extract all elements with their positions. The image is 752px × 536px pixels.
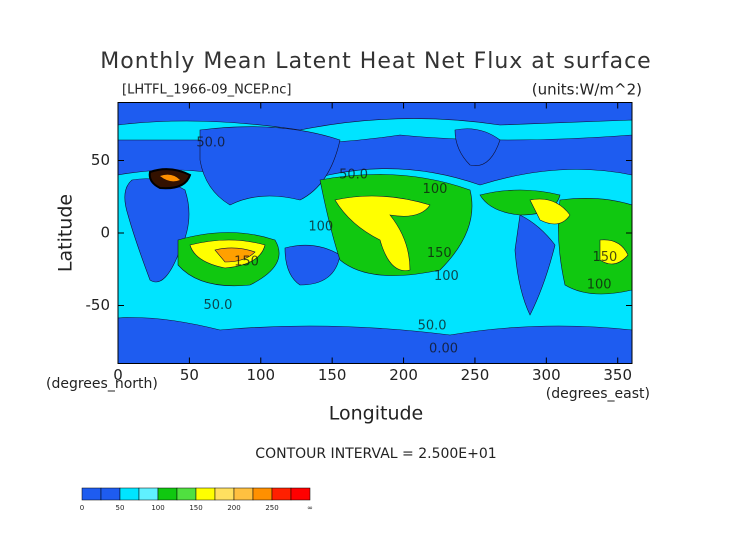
note: CONTOUR INTERVAL = 2.500E+01 xyxy=(255,446,496,462)
contour-label: 50.0 xyxy=(418,318,447,333)
colorbar-label: 200 xyxy=(227,504,240,512)
x-tick-label: 100 xyxy=(246,366,275,384)
contour-label: 100 xyxy=(587,278,612,293)
colorbar-label: 250 xyxy=(265,504,278,512)
colorbar-swatch xyxy=(176,487,197,501)
colorbar-swatch xyxy=(81,487,102,501)
contour-label: 100 xyxy=(308,220,333,235)
contour-label: 150 xyxy=(234,255,259,270)
colorbar-swatch xyxy=(195,487,216,501)
colorbar-swatch xyxy=(100,487,121,501)
y-tick-label: -50 xyxy=(86,296,111,314)
contour-label: 150 xyxy=(427,246,452,261)
x-tick-label: 200 xyxy=(389,366,418,384)
colorbar-swatch xyxy=(271,487,292,501)
x-axis-label: Longitude xyxy=(329,403,424,425)
y-units: (degrees_north) xyxy=(46,376,158,392)
colorbar-label: ∞ xyxy=(307,504,313,512)
x-tick-label: 50 xyxy=(180,366,199,384)
colorbar-label: 100 xyxy=(151,504,164,512)
x-tick-label: 300 xyxy=(532,366,561,384)
colorbar-swatch xyxy=(138,487,159,501)
colorbar-swatch xyxy=(119,487,140,501)
x-tick-label: 150 xyxy=(318,366,347,384)
contour-label: 150 xyxy=(592,250,617,265)
colorbar-swatch xyxy=(214,487,235,501)
contour-label: 100 xyxy=(434,269,459,284)
x-units: (degrees_east) xyxy=(546,386,650,402)
colorbar-swatch xyxy=(233,487,254,501)
x-tick-label: 350 xyxy=(603,366,632,384)
contour-label: 0.00 xyxy=(429,342,458,357)
contour-label: 50.0 xyxy=(339,168,368,183)
colorbar-label: 50 xyxy=(116,504,125,512)
colorbar-swatch xyxy=(290,487,311,501)
subtitle: [LHTFL_1966-09_NCEP.nc] xyxy=(122,83,292,98)
colorbar-label: 150 xyxy=(189,504,202,512)
y-tick-label: 50 xyxy=(91,151,110,169)
field xyxy=(118,102,632,364)
colorbar-swatch xyxy=(252,487,273,501)
colorbar-label: 0 xyxy=(80,504,84,512)
colorbar-swatch xyxy=(157,487,178,501)
units: (units:W/m^2) xyxy=(532,81,642,99)
x-tick-label: 250 xyxy=(461,366,490,384)
contour-label: 50.0 xyxy=(203,298,232,313)
chart-title: Monthly Mean Latent Heat Net Flux at sur… xyxy=(100,49,651,74)
contour-label: 100 xyxy=(423,182,448,197)
y-axis-label: Latitude xyxy=(55,194,77,272)
y-tick-label: 0 xyxy=(100,224,110,242)
contour-label: 50.0 xyxy=(196,136,225,151)
x-tick-label: 0 xyxy=(113,366,123,384)
